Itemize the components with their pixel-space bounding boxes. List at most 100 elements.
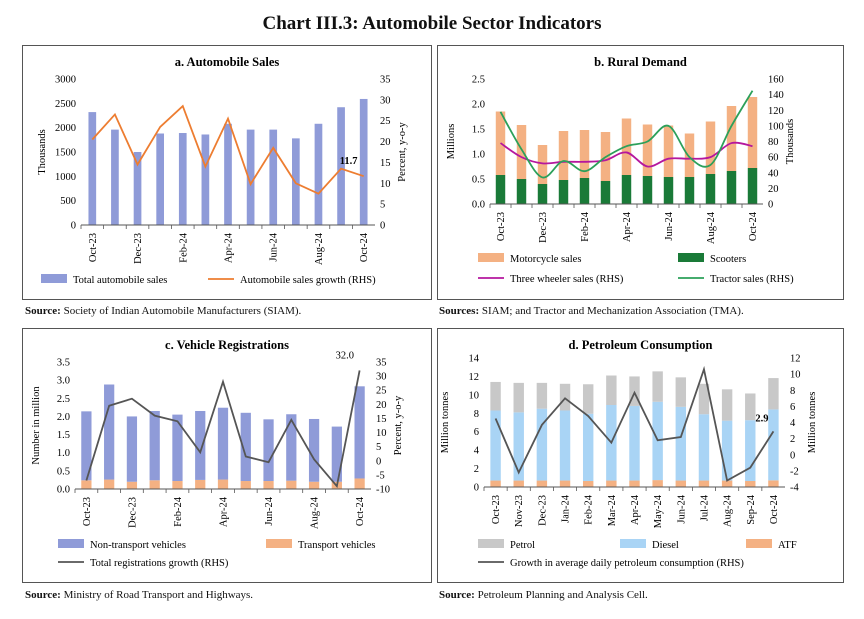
x-tick-label: Oct-24 (359, 232, 370, 262)
bar (111, 129, 119, 225)
bar (133, 152, 142, 225)
bar (224, 123, 232, 225)
legend-label: Total registrations growth (RHS) (90, 558, 229, 569)
line-tractor-sales-rhs (499, 90, 754, 179)
y-tick-label: 10 (469, 390, 480, 401)
y-tick-label: 1.5 (57, 430, 70, 441)
bar (126, 481, 138, 489)
line-total-registrations-growth-rhs (85, 370, 361, 489)
bar (629, 480, 640, 487)
y2-tick-label: 0 (768, 200, 773, 211)
x-tick-label: Jun-24 (264, 496, 275, 525)
y2-tick-label: 10 (376, 428, 387, 439)
y2-tick-label: 25 (380, 116, 391, 127)
x-tick-label: Aug-24 (723, 494, 734, 527)
y-tick-label: 3000 (55, 75, 76, 86)
bar (652, 371, 663, 402)
y-tick-label: 0.5 (472, 175, 485, 186)
bar (684, 177, 695, 204)
bar (354, 386, 365, 479)
y2-tick-label: 0 (376, 456, 381, 467)
bar (606, 480, 617, 487)
bar (516, 125, 527, 179)
y2-tick-label: 30 (380, 95, 391, 106)
y-tick-label: 500 (60, 196, 76, 207)
bar (536, 408, 548, 481)
y2-axis-title: Percent, y-o-y (393, 395, 404, 455)
x-tick-label: Jul-24 (699, 494, 710, 521)
chart-d-svg: d. Petroleum Consumption 0 2 4 6 8 10 12 14 -4 -2 0… (440, 338, 818, 569)
bar (516, 179, 527, 204)
y2-tick-label: 0 (380, 221, 385, 232)
bar (705, 174, 716, 204)
y2-tick-label: 60 (768, 153, 779, 164)
x-tick-label: Apr-24 (630, 494, 641, 525)
bar (698, 383, 710, 415)
x-tick-label: Jan-24 (561, 494, 572, 523)
bar (600, 181, 611, 204)
bar (88, 112, 97, 225)
line-growth-in-average-daily-petroleum-consumption-rhs (494, 365, 775, 482)
legend-swatch (620, 539, 646, 548)
legend-label: Automobile sales growth (RHS) (240, 275, 376, 286)
line-three-wheeler-sales-rhs (499, 141, 753, 168)
bar (308, 418, 320, 482)
legend-item-growth-in-average-daily-petroleum-consumption-rhs: Growth in average daily petroleum consum… (478, 558, 744, 569)
y-tick-label: 6 (474, 427, 479, 438)
y-tick-label: 8 (474, 409, 479, 420)
legend-item-non-transport-vehicles: Non-transport vehicles (58, 539, 186, 551)
chart-b-svg: b. Rural Demand 0.0 0.5 1.0 1.5 2.0 2.5 0 20 40 60… (446, 55, 796, 285)
bar (537, 145, 548, 184)
legend-label: Petrol (510, 540, 535, 551)
y2-tick-label: 20 (380, 137, 391, 148)
chart-title: d. Petroleum Consumption (569, 338, 713, 352)
x-tick-label: Mar-24 (607, 494, 618, 526)
y-tick-label: 12 (469, 372, 480, 383)
bar (768, 480, 779, 487)
legend-item-diesel: Diesel (620, 539, 679, 551)
legend-label: Total automobile sales (73, 275, 167, 286)
y2-tick-label: 35 (376, 358, 387, 369)
legend-label: ATF (778, 540, 797, 551)
y2-tick-label: 100 (768, 121, 784, 132)
x-tick-label: Dec-23 (133, 233, 144, 264)
panel-rural-demand: b. Rural Demand 0.0 0.5 1.0 1.5 2.0 2.5 0 20 40 60… (437, 45, 844, 300)
bar (747, 97, 758, 168)
y2-tick-label: 10 (380, 179, 391, 190)
x-tick-label: Feb-24 (580, 211, 591, 241)
bar (536, 480, 548, 487)
line-automobile-sales-growth-rhs (91, 104, 364, 195)
series-atf (490, 480, 779, 487)
x-tick-label: Dec-23 (538, 212, 549, 243)
bar (314, 123, 323, 225)
bar (726, 171, 737, 204)
y-tick-label: 2.5 (472, 75, 485, 86)
bar (104, 384, 115, 480)
y2-tick-label: 120 (768, 106, 784, 117)
source-note-a: Source: Society of Indian Automobile Man… (25, 305, 302, 317)
y2-tick-label: 40 (768, 168, 779, 179)
bar (490, 480, 501, 487)
y-tick-label: 1000 (55, 172, 76, 183)
legend-label: Growth in average daily petroleum consum… (510, 558, 744, 569)
bar (308, 481, 320, 489)
page-title: Chart III.3: Automobile Sector Indicator… (262, 13, 602, 34)
panel-vehicle-registrations: c. Vehicle Registrations 0.0 0.5 1.0 1.5 2.0 2… (22, 328, 432, 583)
y-tick-label: 2.0 (472, 100, 485, 111)
legend-swatch (478, 539, 504, 548)
bar (745, 393, 756, 421)
x-tick-label: Oct-23 (491, 495, 502, 524)
legend-swatch (746, 539, 772, 548)
y-tick-label: 14 (469, 354, 480, 365)
bar (745, 481, 756, 487)
bar (582, 413, 594, 482)
bar (156, 133, 164, 225)
y-tick-label: 0.5 (57, 466, 70, 477)
y2-tick-label: -2 (790, 466, 799, 477)
chart-title: c. Vehicle Registrations (165, 338, 289, 352)
y2-tick-label: 30 (376, 372, 387, 383)
x-tick-label: Feb-24 (173, 496, 184, 526)
bar (652, 480, 663, 487)
x-tick-label: Nov-23 (514, 495, 525, 527)
y-tick-label: 2 (474, 464, 479, 475)
